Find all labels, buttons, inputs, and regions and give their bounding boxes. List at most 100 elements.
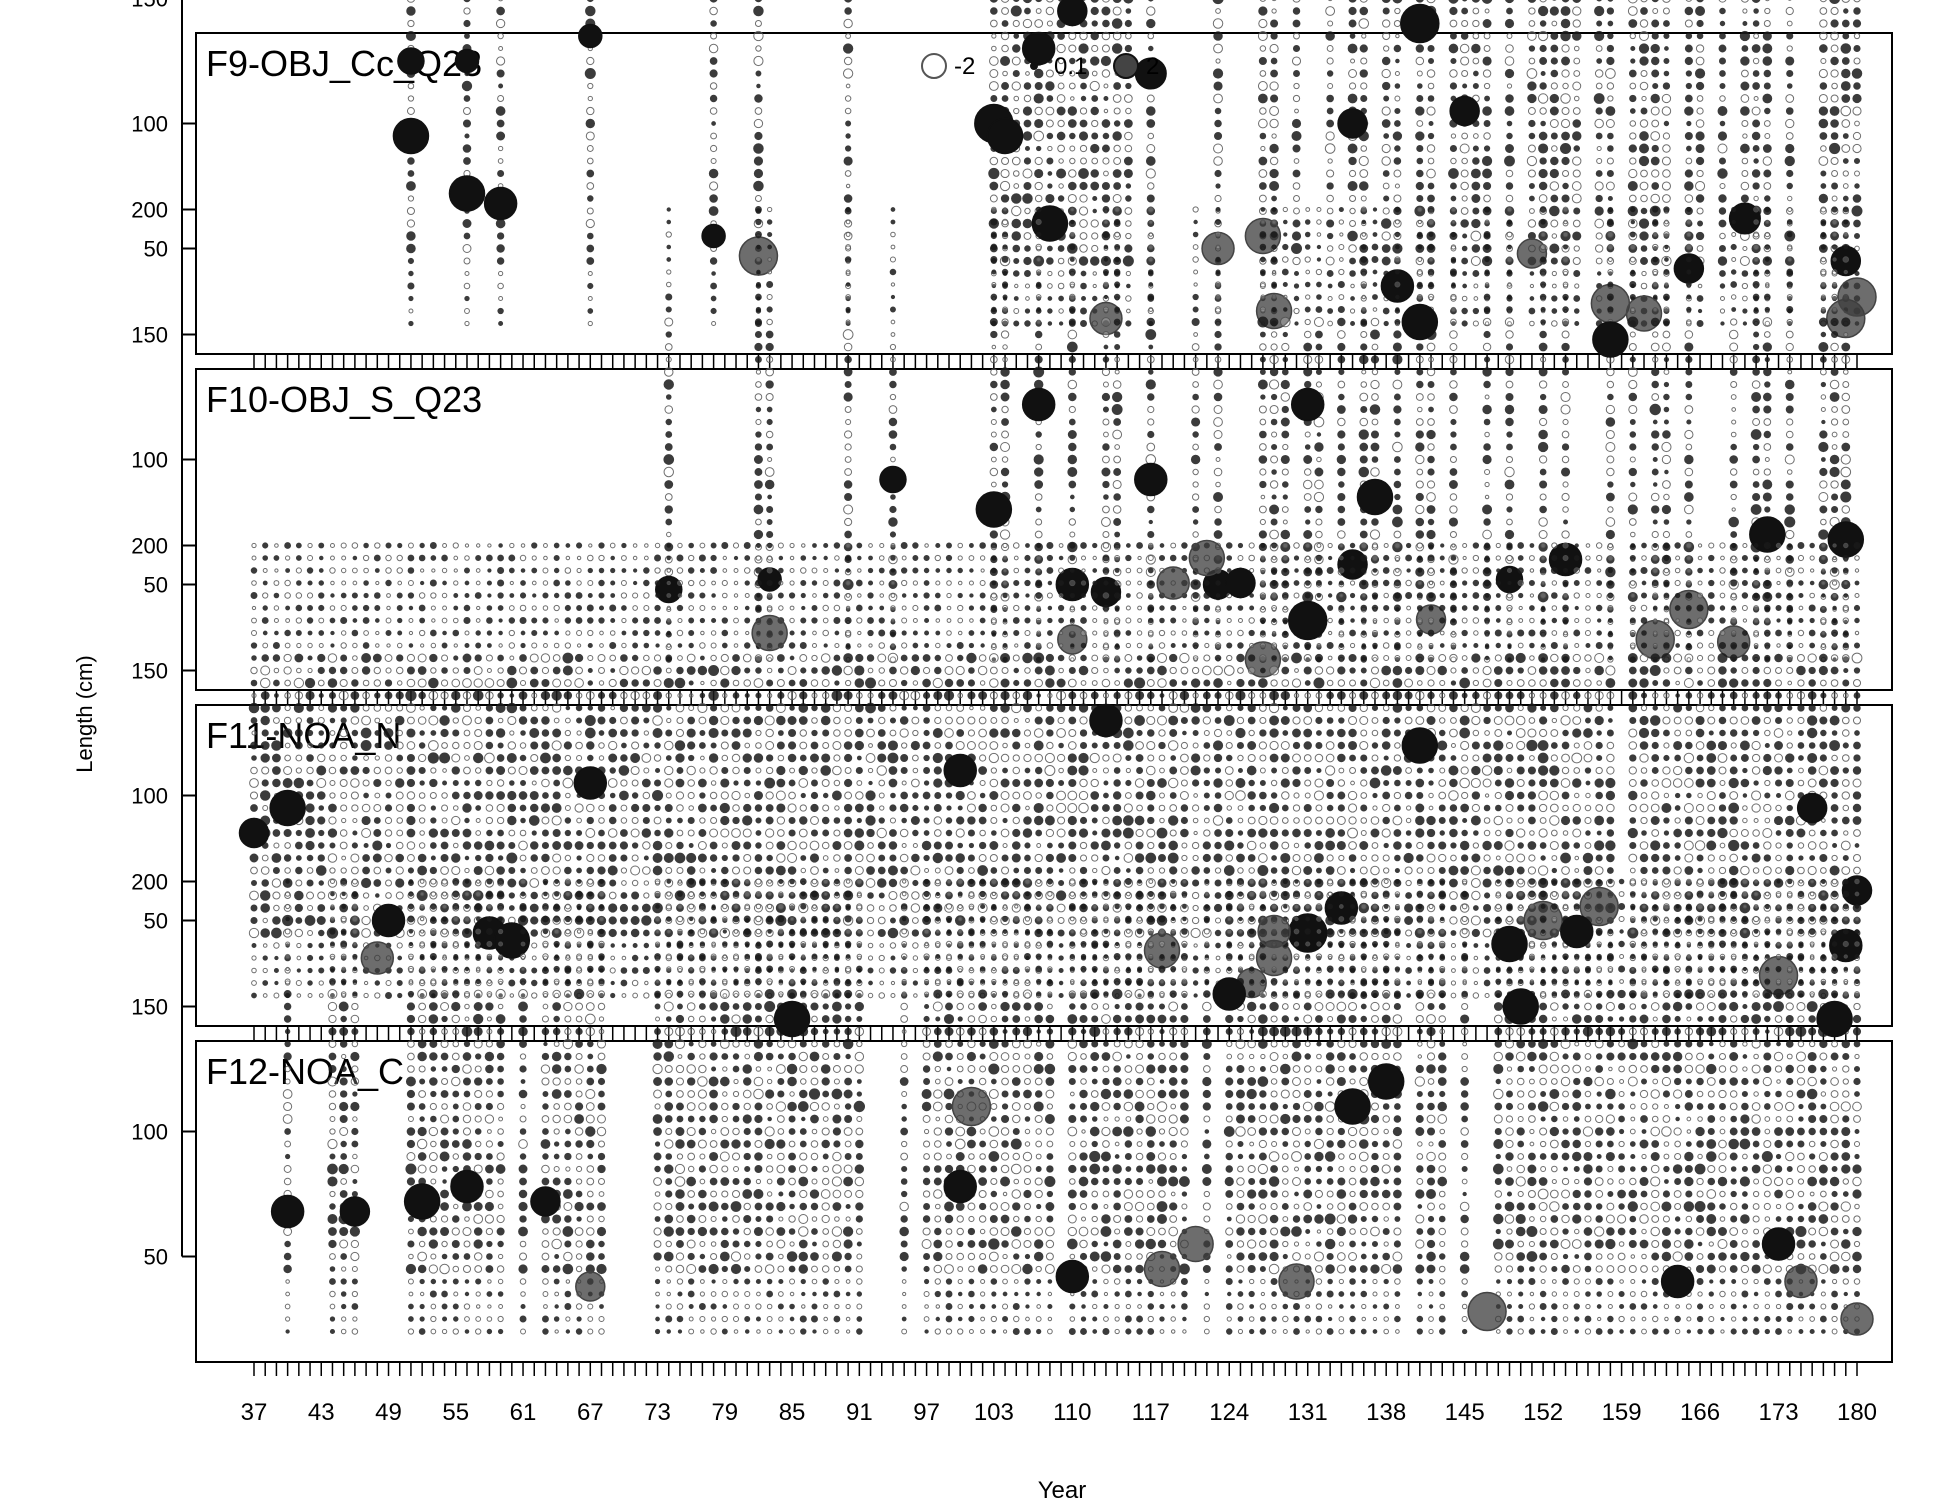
bubble (1415, 131, 1425, 141)
bubble (1305, 207, 1311, 212)
bubble (1741, 170, 1749, 177)
bubble (395, 666, 404, 675)
bubble (1123, 119, 1133, 128)
bubble (1281, 342, 1290, 352)
bubble (711, 320, 717, 327)
bubble (1784, 516, 1796, 528)
bubble (306, 592, 314, 599)
bubble (1561, 330, 1570, 339)
panel-title: F10-OBJ_S_Q23 (206, 379, 482, 420)
bubble (1416, 295, 1424, 302)
bubble (1460, 181, 1469, 191)
bubble (1145, 156, 1156, 166)
bubble (1652, 219, 1659, 225)
bubble (765, 430, 774, 439)
bubble (1820, 231, 1826, 238)
bubble (1730, 243, 1737, 251)
bubble (1786, 318, 1793, 326)
bubble (1337, 280, 1345, 289)
bubble (665, 418, 672, 426)
bubble (317, 753, 326, 763)
bubble (1573, 270, 1581, 277)
bubble (428, 715, 439, 726)
bubble (1528, 20, 1536, 27)
bubble (1079, 119, 1088, 128)
bubble (1293, 195, 1300, 202)
bubble (498, 321, 504, 326)
bubble (1539, 293, 1547, 301)
bubble (1662, 132, 1671, 140)
bubble (441, 804, 449, 812)
bubble (1449, 6, 1458, 16)
bubble (1695, 6, 1706, 16)
bubble (766, 519, 773, 525)
bubble (1562, 256, 1569, 263)
bubble (361, 666, 371, 675)
bubble (396, 605, 403, 611)
bubble (1574, 283, 1580, 289)
bubble (845, 269, 851, 275)
bubble (1504, 317, 1515, 327)
bubble (318, 730, 325, 736)
bubble (1854, 120, 1860, 127)
bubble (1058, 308, 1064, 314)
bubble (418, 753, 427, 763)
bubble (766, 318, 773, 326)
bubble (304, 677, 316, 689)
bubble (495, 728, 506, 738)
bubble (1539, 505, 1547, 514)
bubble (1684, 6, 1694, 16)
bubble (1101, 392, 1111, 402)
bubble (1662, 194, 1671, 203)
bubble (1528, 208, 1535, 214)
bubble (1718, 219, 1727, 228)
bubble (1069, 232, 1076, 240)
bubble (1753, 331, 1760, 338)
bubble (406, 753, 415, 763)
bubble-large (1590, 283, 1631, 324)
bubble (1147, 393, 1155, 401)
bubble (1079, 232, 1088, 240)
bubble (1572, 0, 1581, 3)
bubble (1561, 430, 1570, 439)
bubble (1271, 244, 1277, 250)
bubble (261, 854, 269, 862)
bubble (1057, 282, 1065, 290)
bubble (1763, 232, 1771, 240)
bubble (1651, 282, 1659, 290)
bubble (1024, 308, 1031, 314)
bubble (753, 55, 764, 67)
bubble (1068, 368, 1076, 376)
bubble (1764, 320, 1771, 327)
bubble (1058, 295, 1064, 302)
bubble (1348, 244, 1357, 253)
bubble-large (1031, 205, 1069, 242)
bubble (1471, 0, 1480, 3)
bubble (418, 554, 426, 562)
bubble (396, 942, 403, 949)
bubble (1103, 244, 1109, 250)
bubble (1461, 19, 1469, 28)
bubble (1763, 418, 1772, 426)
bubble (1069, 57, 1076, 65)
bubble (318, 955, 324, 961)
bubble (1035, 343, 1043, 351)
bubble (1730, 531, 1738, 538)
bubble (329, 742, 336, 749)
bubble (486, 829, 493, 837)
bubble (1415, 418, 1424, 426)
bubble (753, 5, 764, 17)
bubble (1562, 506, 1569, 513)
bubble (1762, 342, 1772, 352)
bubble (1483, 181, 1492, 191)
bubble (1058, 70, 1064, 77)
bubble (1259, 182, 1267, 190)
bubble (664, 493, 673, 501)
bubble (498, 296, 504, 301)
bubble (1560, 391, 1571, 403)
bubble (1000, 467, 1010, 477)
bubble (1025, 296, 1030, 301)
bubble (1574, 321, 1580, 326)
bubble (373, 866, 382, 875)
bubble (1314, 355, 1324, 364)
